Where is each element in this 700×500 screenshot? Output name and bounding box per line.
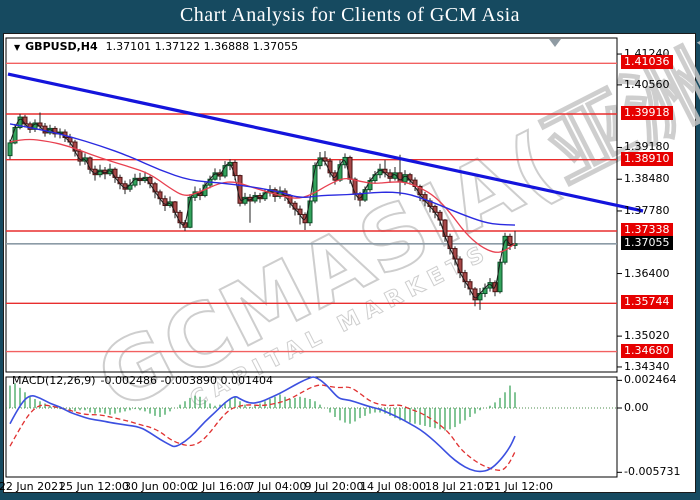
symbol-header[interactable]: ▼ GBPUSD,H4 1.37101 1.37122 1.36888 1.3705… <box>14 40 298 53</box>
price-tick-label: 1.35020 <box>624 329 670 343</box>
price-tick-label: 1.36400 <box>624 266 670 280</box>
macd-tick-label: 0.002464 <box>624 373 677 387</box>
price-level-badge: 1.41036 <box>621 55 673 70</box>
price-level-badge: 1.35744 <box>621 295 673 310</box>
macd-tick-label: -0.005731 <box>624 465 681 479</box>
symbol-timeframe-label: GBPUSD,H4 <box>25 40 98 53</box>
time-axis-label: 22 Jun 2021 <box>0 480 66 493</box>
macd-indicator-label: MACD(12,26,9) <box>12 374 96 387</box>
time-axis-label: 18 Jul 21:01 <box>425 480 491 493</box>
macd-tick-label: 0.00 <box>624 401 649 414</box>
macd-header: MACD(12,26,9) -0.002486 -0.003890 0.00140… <box>12 374 273 387</box>
price-level-badge: 1.39918 <box>621 106 673 120</box>
price-level-badge: 1.38910 <box>621 151 673 166</box>
time-axis-label: 14 Jul 08:00 <box>360 480 426 493</box>
macd-values-label: -0.002486 -0.003890 0.001404 <box>100 374 273 387</box>
time-axis[interactable]: 22 Jun 2021 25 Jun 12:00 30 Jun 00:00 2 Jul… <box>0 478 617 493</box>
price-tick-label: 1.37780 <box>624 203 670 217</box>
symbol-dropdown-icon[interactable]: ▼ <box>14 43 21 52</box>
price-tick-label: 1.34340 <box>624 359 670 373</box>
quote-ohlc-label: 1.37101 1.37122 1.36888 1.37055 <box>105 40 299 53</box>
time-axis-label: 30 Jun 00:00 <box>124 480 194 493</box>
time-axis-label: 21 Jul 12:00 <box>487 480 553 493</box>
current-price-badge: 1.37055 <box>621 235 673 250</box>
chart-window <box>3 33 696 493</box>
page-title: Chart Analysis for Clients of GCM Asia <box>179 4 521 26</box>
time-axis-label: 2 Jul 16:00 <box>191 480 251 493</box>
price-tick-label: 1.40560 <box>624 77 670 91</box>
price-level-badge: 1.34680 <box>621 343 673 358</box>
time-axis-label: 25 Jun 12:00 <box>59 480 129 493</box>
price-tick-label: 1.38480 <box>624 172 670 186</box>
time-axis-label: 7 Jul 04:00 <box>247 480 307 493</box>
time-axis-label: 9 Jul 20:00 <box>304 480 364 493</box>
title-bar: Chart Analysis for Clients of GCM Asia <box>0 0 700 31</box>
price-level-badge: 1.37338 <box>621 223 673 237</box>
chart-shift-marker-icon[interactable] <box>549 39 561 47</box>
price-axis[interactable]: 1.41240 1.40560 1.39180 1.38480 1.37780 1.364… <box>618 33 697 493</box>
